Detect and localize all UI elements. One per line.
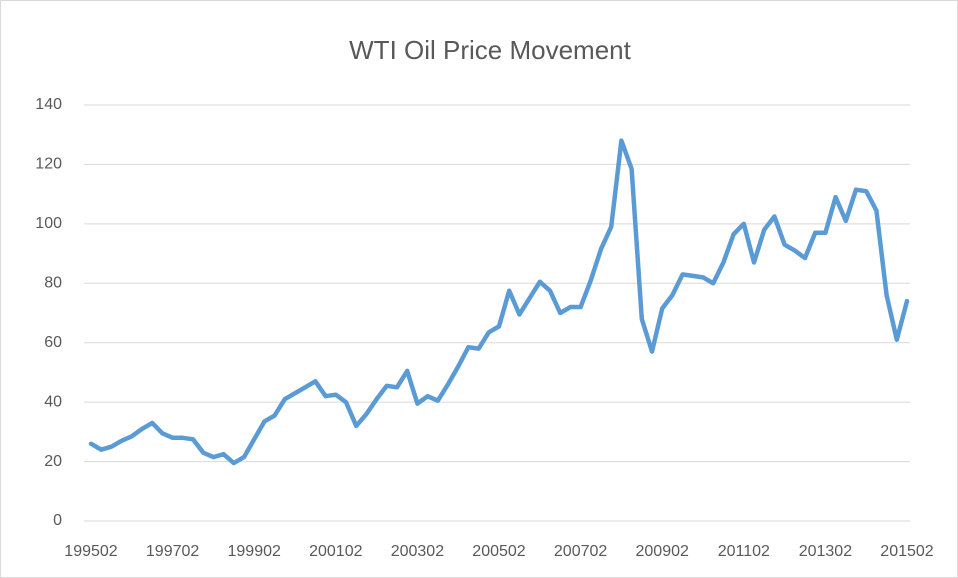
x-tick-label: 200702 xyxy=(554,543,607,560)
y-tick-label: 0 xyxy=(53,512,62,529)
y-tick-label: 60 xyxy=(44,334,62,351)
x-tick-label: 200302 xyxy=(391,543,444,560)
chart-title: WTI Oil Price Movement xyxy=(349,35,631,65)
x-tick-label: 200902 xyxy=(636,543,689,560)
x-tick-label: 201102 xyxy=(718,543,770,560)
y-tick-label: 100 xyxy=(35,215,62,232)
y-tick-label: 80 xyxy=(44,275,62,292)
x-tick-label: 201502 xyxy=(880,543,933,560)
y-tick-label: 40 xyxy=(44,393,62,410)
x-tick-label: 200502 xyxy=(472,543,525,560)
data-line xyxy=(88,138,910,466)
x-tick-label: 201302 xyxy=(799,543,852,560)
y-tick-label: 120 xyxy=(35,156,62,173)
x-tick-label: 199502 xyxy=(64,543,117,560)
y-tick-label: 20 xyxy=(44,453,62,470)
x-tick-label: 199702 xyxy=(146,543,199,560)
x-tick-label: 200102 xyxy=(309,543,362,560)
y-tick-label: 140 xyxy=(35,96,62,113)
x-tick-label: 199902 xyxy=(228,543,281,560)
